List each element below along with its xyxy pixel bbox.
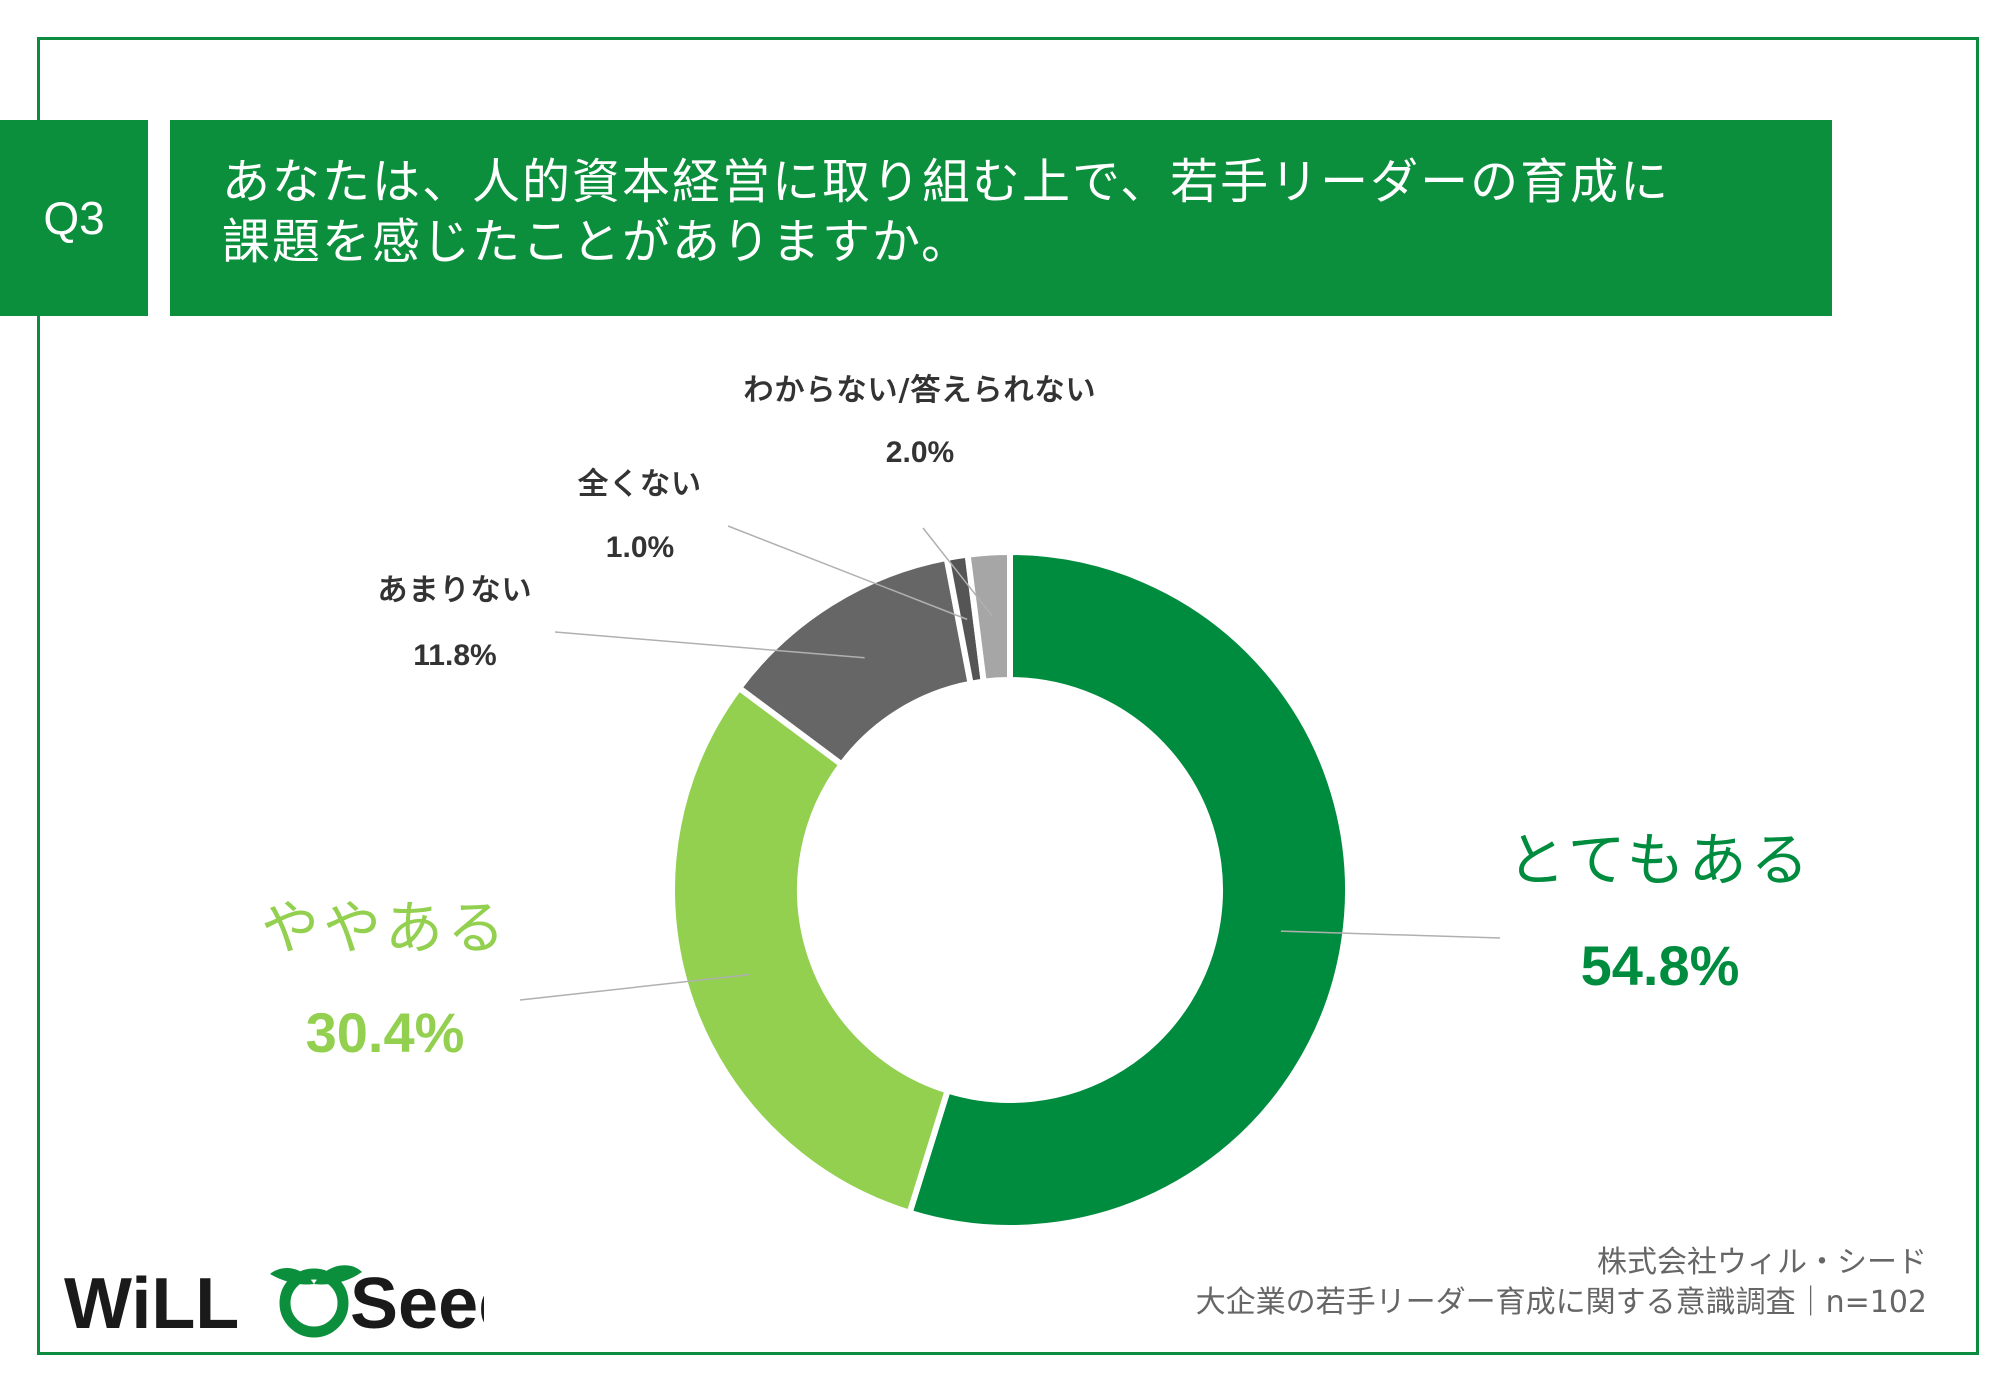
slice-value-5: 2.0% xyxy=(886,436,954,469)
slice-value-2: 30.4% xyxy=(306,1001,465,1064)
donut-slices xyxy=(669,548,1351,1231)
slice-label-4: 全くない xyxy=(577,467,702,502)
slide-frame xyxy=(37,37,1979,1355)
slice-label-2: ややある xyxy=(261,894,509,962)
slice-label-1: とてもある xyxy=(1507,826,1812,894)
question-number-badge: Q3 xyxy=(0,120,148,316)
logo-text-right: Seed xyxy=(350,1264,484,1338)
leader-line-3 xyxy=(554,631,865,659)
donut-slice-2 xyxy=(669,683,952,1217)
footer-survey: 大企業の若手リーダー育成に関する意識調査｜n=102 xyxy=(1195,1285,1927,1320)
question-title: あなたは、人的資本経営に取り組む上で、若手リーダーの育成に 課題を感じたことがあ… xyxy=(170,120,1832,316)
question-title-line-2: 課題を感じたことがありますか。 xyxy=(222,214,972,270)
donut-slice-1 xyxy=(905,548,1351,1231)
leader-line-2 xyxy=(519,973,750,1001)
footer-credit: 株式会社ウィル・シード 大企業の若手リーダー育成に関する意識調査｜n=102 xyxy=(1196,1243,1927,1323)
slice-value-1: 54.8% xyxy=(1581,934,1740,997)
leader-line-1 xyxy=(1280,930,1501,939)
donut-slice-5 xyxy=(964,548,1013,686)
sprout-icon xyxy=(270,1265,362,1338)
leader-lines xyxy=(519,525,1501,1001)
slice-value-3: 11.8% xyxy=(413,639,496,672)
slice-label-5: わからない/答えられない xyxy=(744,373,1097,408)
question-title-line-1: あなたは、人的資本経営に取り組む上で、若手リーダーの育成に xyxy=(222,154,1671,210)
footer-company: 株式会社ウィル・シード xyxy=(1597,1245,1927,1280)
slice-label-3: あまりない xyxy=(378,573,533,608)
leader-line-4 xyxy=(727,525,968,621)
willseed-logo: WiLL Seed xyxy=(64,1264,484,1338)
slice-value-4: 1.0% xyxy=(606,531,674,564)
leader-line-5 xyxy=(922,527,994,618)
logo-text-left: WiLL xyxy=(64,1264,239,1338)
slice-labels: とてもある 54.8% ややある 30.4% あまりない 11.8% 全くない 1.0% わから… xyxy=(261,373,1812,1064)
